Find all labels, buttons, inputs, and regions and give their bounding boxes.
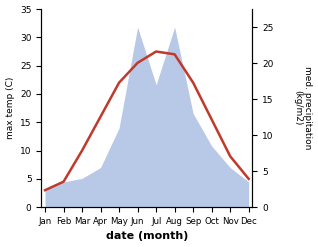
Y-axis label: med. precipitation
(kg/m2): med. precipitation (kg/m2) <box>293 66 313 150</box>
X-axis label: date (month): date (month) <box>106 231 188 242</box>
Y-axis label: max temp (C): max temp (C) <box>5 77 15 139</box>
